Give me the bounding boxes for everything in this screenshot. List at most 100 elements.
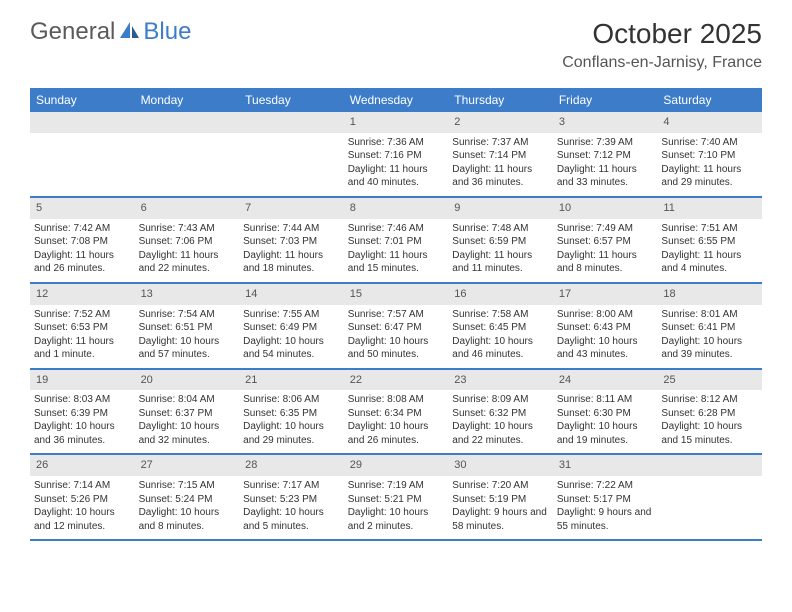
- sunset-line: Sunset: 6:51 PM: [139, 321, 236, 335]
- sunrise-line: Sunrise: 8:00 AM: [557, 308, 654, 322]
- sunset-line: Sunset: 6:49 PM: [243, 321, 340, 335]
- sunrise-line: Sunrise: 7:42 AM: [34, 222, 131, 236]
- sunset-line: Sunset: 7:10 PM: [661, 149, 758, 163]
- day-number: 21: [239, 370, 344, 391]
- sunset-line: Sunset: 6:37 PM: [139, 407, 236, 421]
- day-number: 12: [30, 284, 135, 305]
- day-number: 3: [553, 112, 658, 133]
- sunrise-line: Sunrise: 7:20 AM: [452, 479, 549, 493]
- sunset-line: Sunset: 7:16 PM: [348, 149, 445, 163]
- day-number: [239, 112, 344, 133]
- daylight-line: Daylight: 10 hours and 19 minutes.: [557, 420, 654, 447]
- sunset-line: Sunset: 6:30 PM: [557, 407, 654, 421]
- sunset-line: Sunset: 5:26 PM: [34, 493, 131, 507]
- day-cell: 24 Sunrise: 8:11 AMSunset: 6:30 PMDayligh…: [553, 370, 658, 454]
- sunrise-line: Sunrise: 7:48 AM: [452, 222, 549, 236]
- day-cell: 22Sunrise: 8:08 AMSunset: 6:34 PMDayligh…: [344, 370, 449, 454]
- day-cell: 20Sunrise: 8:04 AMSunset: 6:37 PMDayligh…: [135, 370, 240, 454]
- day-number: 30: [448, 455, 553, 476]
- title-block: October 2025 Conflans-en-Jarnisy, France: [562, 18, 762, 72]
- day-cell: 21Sunrise: 8:06 AMSunset: 6:35 PMDayligh…: [239, 370, 344, 454]
- day-number: 25: [657, 370, 762, 391]
- day-number: [30, 112, 135, 133]
- daylight-line: Daylight: 11 hours and 29 minutes.: [661, 163, 758, 190]
- sunrise-line: Sunrise: 7:14 AM: [34, 479, 131, 493]
- day-number: 5: [30, 198, 135, 219]
- daylight-line: Daylight: 11 hours and 33 minutes.: [557, 163, 654, 190]
- day-cell: 8Sunrise: 7:46 AMSunset: 7:01 PMDaylight…: [344, 198, 449, 282]
- sunrise-line: Sunrise: 7:39 AM: [557, 136, 654, 150]
- sunrise-line: Sunrise: 7:49 AM: [557, 222, 654, 236]
- sunrise-line: Sunrise: 7:46 AM: [348, 222, 445, 236]
- day-number: 29: [344, 455, 449, 476]
- day-number: 27: [135, 455, 240, 476]
- daylight-line: Daylight: 10 hours and 12 minutes.: [34, 506, 131, 533]
- sunset-line: Sunset: 5:17 PM: [557, 493, 654, 507]
- daylight-line: Daylight: 11 hours and 36 minutes.: [452, 163, 549, 190]
- sunset-line: Sunset: 7:06 PM: [139, 235, 236, 249]
- sunrise-line: Sunrise: 7:43 AM: [139, 222, 236, 236]
- sunrise-line: Sunrise: 8:09 AM: [452, 393, 549, 407]
- daylight-line: Daylight: 10 hours and 46 minutes.: [452, 335, 549, 362]
- sunset-line: Sunset: 7:01 PM: [348, 235, 445, 249]
- sunrise-line: Sunrise: 7:44 AM: [243, 222, 340, 236]
- sunrise-line: Sunrise: 7:17 AM: [243, 479, 340, 493]
- day-cell: [30, 112, 135, 196]
- daylight-line: Daylight: 10 hours and 36 minutes.: [34, 420, 131, 447]
- daylight-line: Daylight: 11 hours and 1 minute.: [34, 335, 131, 362]
- daylight-line: Daylight: 10 hours and 43 minutes.: [557, 335, 654, 362]
- day-number: 14: [239, 284, 344, 305]
- day-number: 4: [657, 112, 762, 133]
- day-cell: [657, 455, 762, 539]
- daylight-line: Daylight: 10 hours and 32 minutes.: [139, 420, 236, 447]
- day-cell: 26Sunrise: 7:14 AMSunset: 5:26 PMDayligh…: [30, 455, 135, 539]
- sunrise-line: Sunrise: 8:11 AM: [557, 393, 654, 407]
- day-number: 10: [553, 198, 658, 219]
- sunrise-line: Sunrise: 8:04 AM: [139, 393, 236, 407]
- day-number: 19: [30, 370, 135, 391]
- day-number: 15: [344, 284, 449, 305]
- sunrise-line: Sunrise: 8:03 AM: [34, 393, 131, 407]
- day-cell: [239, 112, 344, 196]
- sunset-line: Sunset: 7:14 PM: [452, 149, 549, 163]
- day-number: 2: [448, 112, 553, 133]
- header: General Blue October 2025 Conflans-en-Ja…: [0, 0, 792, 80]
- day-cell: 3Sunrise: 7:39 AMSunset: 7:12 PMDaylight…: [553, 112, 658, 196]
- sunset-line: Sunset: 6:45 PM: [452, 321, 549, 335]
- logo: General Blue: [30, 18, 191, 46]
- sunrise-line: Sunrise: 7:52 AM: [34, 308, 131, 322]
- sunrise-line: Sunrise: 7:54 AM: [139, 308, 236, 322]
- day-number: 8: [344, 198, 449, 219]
- day-number: 24: [553, 370, 658, 391]
- sunset-line: Sunset: 6:43 PM: [557, 321, 654, 335]
- sunset-line: Sunset: 6:55 PM: [661, 235, 758, 249]
- day-cell: 5Sunrise: 7:42 AMSunset: 7:08 PMDaylight…: [30, 198, 135, 282]
- daylight-line: Daylight: 11 hours and 40 minutes.: [348, 163, 445, 190]
- day-number: 1: [344, 112, 449, 133]
- daylight-line: Daylight: 10 hours and 22 minutes.: [452, 420, 549, 447]
- month-title: October 2025: [562, 18, 762, 50]
- day-cell: 6Sunrise: 7:43 AMSunset: 7:06 PMDaylight…: [135, 198, 240, 282]
- day-cell: 4 Sunrise: 7:40 AMSunset: 7:10 PMDaylight…: [657, 112, 762, 196]
- day-cell: 19Sunrise: 8:03 AMSunset: 6:39 PMDayligh…: [30, 370, 135, 454]
- day-number: [135, 112, 240, 133]
- day-cell: 1Sunrise: 7:36 AMSunset: 7:16 PMDaylight…: [344, 112, 449, 196]
- sunset-line: Sunset: 7:08 PM: [34, 235, 131, 249]
- day-cell: 15Sunrise: 7:57 AMSunset: 6:47 PMDayligh…: [344, 284, 449, 368]
- sunrise-line: Sunrise: 7:40 AM: [661, 136, 758, 150]
- week-row: 12Sunrise: 7:52 AMSunset: 6:53 PMDayligh…: [30, 284, 762, 370]
- sunrise-line: Sunrise: 7:51 AM: [661, 222, 758, 236]
- sunset-line: Sunset: 6:28 PM: [661, 407, 758, 421]
- daylight-line: Daylight: 9 hours and 58 minutes.: [452, 506, 549, 533]
- daylight-line: Daylight: 11 hours and 11 minutes.: [452, 249, 549, 276]
- day-cell: 13Sunrise: 7:54 AMSunset: 6:51 PMDayligh…: [135, 284, 240, 368]
- day-number: 22: [344, 370, 449, 391]
- weekday-header: Sunday: [30, 88, 135, 112]
- day-cell: 31Sunrise: 7:22 AMSunset: 5:17 PMDayligh…: [553, 455, 658, 539]
- daylight-line: Daylight: 11 hours and 18 minutes.: [243, 249, 340, 276]
- day-cell: 29Sunrise: 7:19 AMSunset: 5:21 PMDayligh…: [344, 455, 449, 539]
- logo-text-general: General: [30, 18, 115, 46]
- daylight-line: Daylight: 10 hours and 15 minutes.: [661, 420, 758, 447]
- sunrise-line: Sunrise: 8:12 AM: [661, 393, 758, 407]
- weekday-header: Monday: [135, 88, 240, 112]
